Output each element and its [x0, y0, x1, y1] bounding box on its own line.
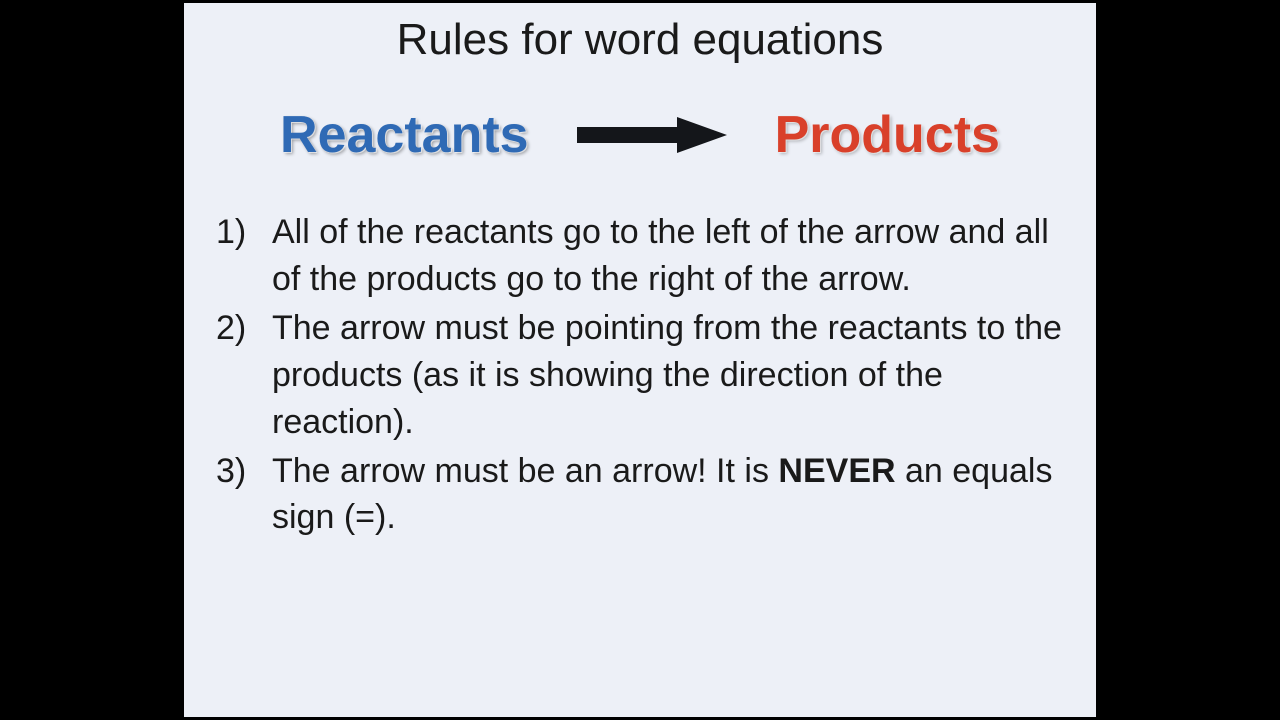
reactants-label: Reactants [280, 105, 529, 165]
rule-number: 2) [216, 305, 272, 446]
equation-row: Reactants Products [214, 105, 1066, 165]
rule-item: 3) The arrow must be an arrow! It is NEV… [216, 448, 1066, 542]
rule-item: 1) All of the reactants go to the left o… [216, 209, 1066, 303]
arrow-icon [577, 117, 727, 153]
rules-list: 1) All of the reactants go to the left o… [214, 209, 1066, 541]
rule-text-bold: NEVER [778, 452, 895, 490]
slide: Rules for word equations Reactants Produ… [184, 3, 1096, 717]
rule-text: All of the reactants go to the left of t… [272, 209, 1066, 303]
rule-text-pre: The arrow must be an arrow! It is [272, 452, 778, 490]
rule-number: 3) [216, 448, 272, 542]
rule-item: 2) The arrow must be pointing from the r… [216, 305, 1066, 446]
products-label: Products [775, 105, 1000, 165]
rule-text: The arrow must be an arrow! It is NEVER … [272, 448, 1066, 542]
slide-title: Rules for word equations [214, 15, 1066, 65]
rule-number: 1) [216, 209, 272, 303]
rule-text: The arrow must be pointing from the reac… [272, 305, 1066, 446]
